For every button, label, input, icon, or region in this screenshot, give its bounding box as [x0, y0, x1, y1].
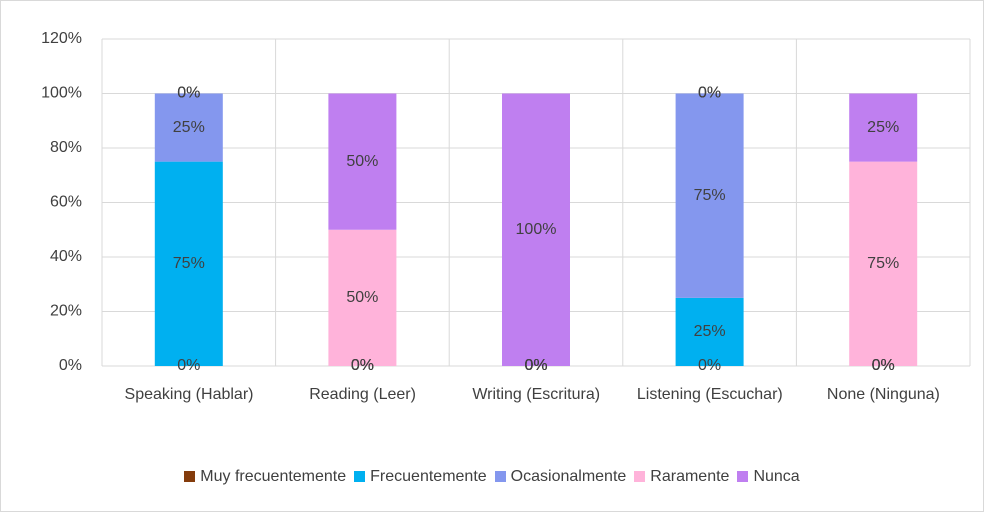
data-label: 0% — [872, 357, 895, 374]
legend-swatch — [354, 471, 366, 482]
y-tick-label: 80% — [50, 139, 82, 156]
data-label: 0% — [177, 85, 200, 102]
bar-segment — [675, 93, 744, 298]
data-label: 0% — [524, 357, 547, 374]
bar-segment — [849, 93, 918, 162]
data-label: 0% — [351, 357, 374, 374]
x-tick-label: Speaking (Hablar) — [124, 386, 254, 403]
data-label: 0% — [177, 85, 200, 102]
legend-swatch — [737, 471, 749, 482]
legend-label: Muy frecuentemente — [200, 468, 347, 485]
legend-label: Frecuentemente — [370, 468, 487, 485]
y-tick-label: 0% — [59, 357, 82, 374]
x-tick-label: Reading (Leer) — [309, 386, 416, 403]
bar-segment — [502, 93, 570, 366]
legend-item: Frecuentemente — [354, 468, 487, 486]
data-label: 100% — [516, 221, 557, 238]
x-tick-label: Listening (Escuchar) — [636, 386, 783, 403]
data-label: 75% — [867, 255, 899, 272]
data-label: 75% — [173, 255, 205, 272]
legend-label: Nunca — [753, 468, 800, 485]
data-label: 25% — [867, 119, 899, 136]
y-tick-label: 100% — [41, 85, 82, 102]
legend-label: Ocasionalmente — [510, 468, 627, 485]
data-label: 0% — [872, 357, 895, 374]
bar-segment — [675, 297, 744, 366]
data-label: 0% — [351, 357, 374, 374]
data-label: 0% — [351, 357, 374, 374]
legend-item: Raramente — [634, 468, 729, 486]
data-label: 0% — [698, 85, 721, 102]
data-label: 75% — [694, 187, 726, 204]
data-label: 25% — [694, 323, 726, 340]
legend-item: Ocasionalmente — [494, 468, 627, 486]
x-tick-label: None (Ninguna) — [826, 386, 940, 403]
bar-segment — [849, 161, 918, 366]
y-tick-label: 40% — [50, 248, 82, 265]
data-label: 0% — [177, 357, 200, 374]
bar-segment — [328, 93, 397, 230]
y-tick-label: 120% — [41, 30, 82, 47]
legend-swatch — [184, 471, 196, 482]
data-label: 0% — [524, 357, 547, 374]
data-label: 50% — [346, 153, 378, 170]
data-label: 0% — [698, 85, 721, 102]
legend: Muy frecuentemente Frecuentemente Ocasiona… — [0, 468, 984, 486]
x-tick-label: Writing (Escritura) — [472, 386, 601, 403]
data-label: 0% — [524, 357, 547, 374]
legend-item: Muy frecuentemente — [184, 468, 346, 486]
legend-swatch — [634, 471, 646, 482]
data-label: 0% — [698, 357, 721, 374]
legend-swatch — [494, 471, 506, 482]
data-label: 0% — [524, 357, 547, 374]
data-label: 0% — [872, 357, 895, 374]
bar-segment — [328, 229, 397, 366]
y-tick-label: 20% — [50, 303, 82, 320]
bar-segment — [154, 161, 223, 366]
bar-segment — [154, 93, 223, 162]
y-tick-label: 60% — [50, 194, 82, 211]
data-label: 50% — [346, 289, 378, 306]
legend-item: Nunca — [737, 468, 800, 486]
legend-label: Raramente — [650, 468, 730, 485]
data-label: 25% — [173, 119, 205, 136]
